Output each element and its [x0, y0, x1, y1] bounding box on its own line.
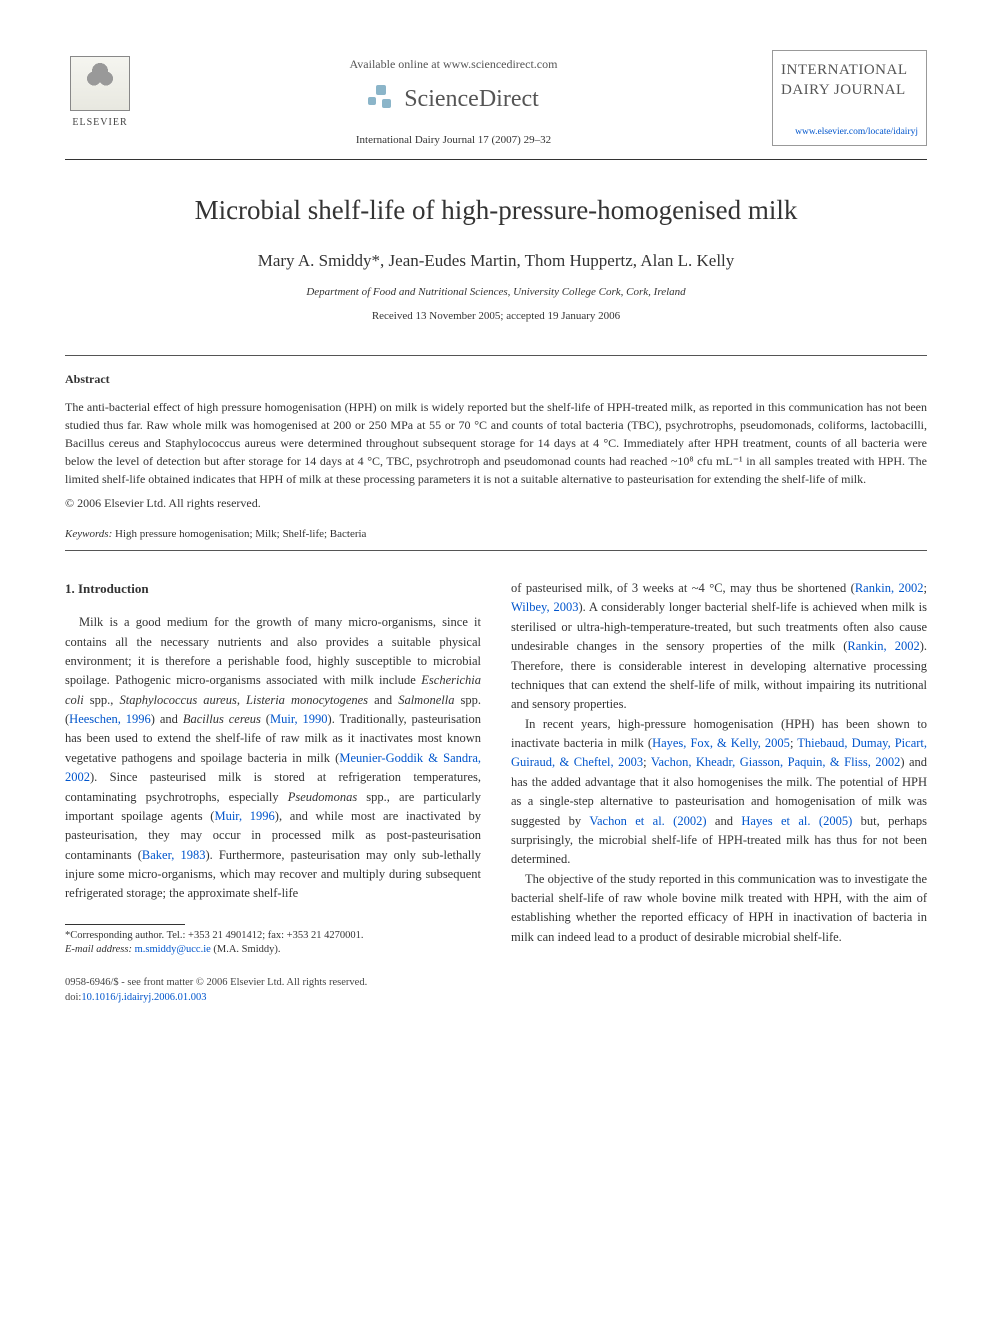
- page: ELSEVIER Available online at www.science…: [0, 0, 992, 1046]
- ref-muir-1996[interactable]: Muir, 1996: [214, 809, 274, 823]
- abstract-heading: Abstract: [65, 370, 927, 388]
- doi-line: doi:10.1016/j.idairyj.2006.01.003: [65, 991, 367, 1006]
- intro-paragraph-1-cont: of pasteurised milk, of 3 weeks at ~4 °C…: [511, 579, 927, 715]
- species-listeria: Listeria monocytogenes: [246, 693, 368, 707]
- body-columns: 1. Introduction Milk is a good medium fo…: [65, 579, 927, 958]
- keywords-label: Keywords:: [65, 528, 112, 540]
- footnote-email-label: E-mail address:: [65, 944, 132, 955]
- journal-reference: International Dairy Journal 17 (2007) 29…: [135, 132, 772, 149]
- elsevier-tree-icon: [70, 56, 130, 111]
- intro-paragraph-1: Milk is a good medium for the growth of …: [65, 613, 481, 904]
- intro-paragraph-3: The objective of the study reported in t…: [511, 870, 927, 948]
- ref-hayes-2005b[interactable]: Hayes et al. (2005): [741, 814, 852, 828]
- footnote-tel-fax: *Corresponding author. Tel.: +353 21 490…: [65, 929, 481, 944]
- sciencedirect-icon: [368, 85, 396, 113]
- footnote-rule: [65, 924, 185, 925]
- keywords-rule: [65, 550, 927, 551]
- ref-rankin-2002a[interactable]: Rankin, 2002: [855, 581, 924, 595]
- ref-vachon-2002b[interactable]: Vachon et al. (2002): [589, 814, 706, 828]
- authors-line: Mary A. Smiddy*, Jean-Eudes Martin, Thom…: [65, 248, 927, 274]
- ref-baker-1983[interactable]: Baker, 1983: [142, 848, 206, 862]
- doi-link[interactable]: 10.1016/j.idairyj.2006.01.003: [81, 992, 206, 1003]
- header-row: ELSEVIER Available online at www.science…: [65, 50, 927, 149]
- footnote-email-link[interactable]: m.smiddy@ucc.ie: [132, 944, 211, 955]
- section-1-heading: 1. Introduction: [65, 579, 481, 599]
- page-footer: 0958-6946/$ - see front matter © 2006 El…: [65, 976, 927, 1005]
- article-title: Microbial shelf-life of high-pressure-ho…: [65, 190, 927, 231]
- column-right: of pasteurised milk, of 3 weeks at ~4 °C…: [511, 579, 927, 958]
- ref-muir-1990[interactable]: Muir, 1990: [270, 712, 328, 726]
- header-rule: [65, 159, 927, 160]
- keywords-text: High pressure homogenisation; Milk; Shel…: [112, 528, 366, 540]
- sciencedirect-logo[interactable]: ScienceDirect: [135, 81, 772, 117]
- species-pseudomonas: Pseudomonas: [288, 790, 357, 804]
- species-bacillus: Bacillus cereus: [183, 712, 261, 726]
- ref-wilbey-2003[interactable]: Wilbey, 2003: [511, 600, 578, 614]
- doi-label: doi:: [65, 992, 81, 1003]
- column-left: 1. Introduction Milk is a good medium fo…: [65, 579, 481, 958]
- species-staph: Staphylococcus aureus: [119, 693, 236, 707]
- journal-homepage-link[interactable]: www.elsevier.com/locate/idairyj: [781, 125, 918, 139]
- available-online-text: Available online at www.sciencedirect.co…: [135, 55, 772, 73]
- abstract-top-rule: [65, 355, 927, 356]
- publisher-logo: ELSEVIER: [65, 50, 135, 130]
- abstract-text: The anti-bacterial effect of high pressu…: [65, 398, 927, 488]
- center-header: Available online at www.sciencedirect.co…: [135, 50, 772, 149]
- sciencedirect-text: ScienceDirect: [404, 81, 539, 117]
- ref-vachon-2002[interactable]: Vachon, Kheadr, Giasson, Paquin, & Fliss…: [651, 755, 901, 769]
- intro-paragraph-2: In recent years, high-pressure homogenis…: [511, 715, 927, 870]
- abstract-copyright: © 2006 Elsevier Ltd. All rights reserved…: [65, 494, 927, 512]
- ref-rankin-2002b[interactable]: Rankin, 2002: [847, 639, 919, 653]
- footnote-email-tail: (M.A. Smiddy).: [211, 944, 281, 955]
- species-salmonella: Salmonella: [398, 693, 454, 707]
- journal-cover-title: INTERNATIONAL DAIRY JOURNAL: [781, 61, 918, 100]
- journal-cover-box: INTERNATIONAL DAIRY JOURNAL www.elsevier…: [772, 50, 927, 146]
- footnote-email-line: E-mail address: m.smiddy@ucc.ie (M.A. Sm…: [65, 943, 481, 958]
- corresponding-author-footnote: *Corresponding author. Tel.: +353 21 490…: [65, 929, 481, 958]
- issn-line: 0958-6946/$ - see front matter © 2006 El…: [65, 976, 367, 991]
- ref-hayes-2005[interactable]: Hayes, Fox, & Kelly, 2005: [652, 736, 790, 750]
- elsevier-label: ELSEVIER: [72, 115, 127, 130]
- keywords-line: Keywords: High pressure homogenisation; …: [65, 526, 927, 543]
- ref-heeschen-1996[interactable]: Heeschen, 1996: [69, 712, 151, 726]
- article-dates: Received 13 November 2005; accepted 19 J…: [65, 308, 927, 325]
- affiliation: Department of Food and Nutritional Scien…: [65, 284, 927, 301]
- footer-left: 0958-6946/$ - see front matter © 2006 El…: [65, 976, 367, 1005]
